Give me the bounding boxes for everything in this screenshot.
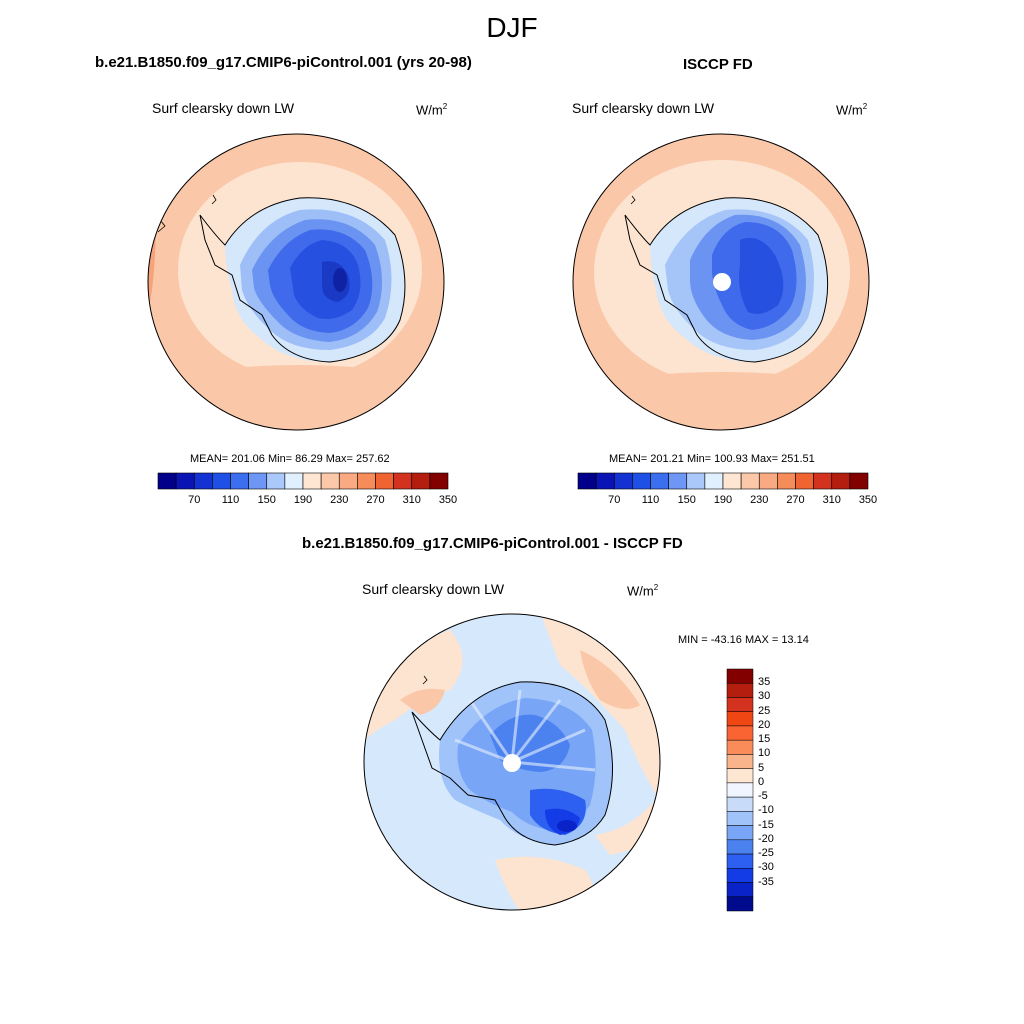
colorbar-tick-label: 230 [330, 494, 349, 506]
colorbar-tick-label: 0 [758, 775, 765, 788]
colorbar-tick-label: 30 [758, 690, 771, 703]
diff-units-label: W/m2 [627, 583, 659, 599]
colorbar-swatch [429, 472, 449, 490]
model-colorbar [157, 472, 449, 490]
colorbar-tick-label: 190 [713, 494, 733, 506]
colorbar-tick-label: -10 [758, 804, 774, 817]
colorbar-swatch [726, 754, 754, 769]
colorbar-tick-label: 5 [758, 761, 765, 774]
colorbar-swatch [726, 839, 754, 855]
colorbar-tick-label: 190 [293, 494, 313, 506]
colorbar-tick-label: 25 [758, 704, 771, 717]
colorbar-swatch [726, 697, 754, 712]
obs-stats: MEAN= 201.21 Min= 100.93 Max= 251.51 [609, 453, 815, 465]
colorbar-swatch [726, 853, 754, 869]
colorbar-swatch [726, 796, 754, 812]
model-stats: MEAN= 201.06 Min= 86.29 Max= 257.62 [190, 453, 390, 465]
colorbar-swatch [726, 811, 754, 826]
colorbar-tick-label: 150 [677, 494, 696, 506]
colorbar-swatch [726, 782, 754, 798]
colorbar-tick-label: 350 [858, 494, 878, 506]
colorbar-tick-label: 110 [221, 494, 240, 506]
colorbar-swatch [726, 868, 754, 883]
model-variable-label: Surf clearsky down LW [152, 100, 295, 116]
colorbar-swatch [849, 472, 869, 490]
colorbar-swatch [726, 739, 754, 755]
colorbar-swatch [726, 896, 754, 912]
colorbar-tick-label: -20 [758, 832, 774, 845]
model-case-title: b.e21.B1850.f09_g17.CMIP6-piControl.001 … [95, 54, 472, 71]
obs-colorbar [577, 472, 869, 490]
diff-colorbar [726, 668, 754, 912]
colorbar-tick-label: 20 [758, 718, 771, 731]
diff-variable-label: Surf clearsky down LW [362, 581, 505, 597]
colorbar-swatch [726, 682, 754, 698]
colorbar-tick-label: 270 [366, 494, 385, 506]
diff-case-title: b.e21.B1850.f09_g17.CMIP6-piControl.001 … [302, 535, 683, 552]
colorbar-tick-label: 110 [641, 494, 660, 506]
colorbar-tick-label: -30 [758, 861, 774, 874]
colorbar-tick-label: -25 [758, 847, 774, 860]
season-title: DJF [486, 12, 538, 43]
colorbar-swatch [726, 882, 754, 898]
colorbar-tick-label: -35 [758, 875, 774, 888]
colorbar-tick-label: 270 [786, 494, 805, 506]
obs-variable-label: Surf clearsky down LW [572, 100, 715, 116]
colorbar-swatch [726, 711, 754, 727]
colorbar-tick-label: -15 [758, 818, 774, 831]
colorbar-tick-label: -5 [758, 790, 768, 803]
colorbar-tick-label: 70 [608, 494, 621, 506]
diff-stats: MIN = -43.16 MAX = 13.14 [678, 634, 809, 646]
colorbar-tick-label: 230 [750, 494, 769, 506]
colorbar-tick-label: 35 [758, 676, 771, 689]
colorbar-tick-label: 10 [758, 747, 771, 760]
obs-units-label: W/m2 [836, 102, 868, 118]
colorbar-swatch [726, 825, 754, 841]
obs-case-title: ISCCP FD [683, 56, 753, 73]
model-units-label: W/m2 [416, 102, 448, 118]
colorbar-tick-label: 70 [188, 494, 201, 506]
colorbar-swatch [726, 768, 754, 784]
colorbar-swatch [726, 725, 754, 741]
colorbar-tick-label: 310 [822, 494, 841, 506]
colorbar-tick-label: 350 [438, 494, 458, 506]
colorbar-tick-label: 310 [402, 494, 421, 506]
colorbar-swatch [726, 668, 754, 684]
colorbar-tick-label: 150 [257, 494, 276, 506]
colorbar-tick-label: 15 [758, 733, 771, 746]
